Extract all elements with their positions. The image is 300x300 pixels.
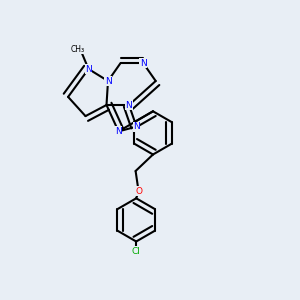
Text: N: N [140,58,146,68]
Text: N: N [133,122,140,131]
Text: N: N [85,64,92,74]
Text: N: N [126,100,132,109]
Text: N: N [105,76,111,85]
Text: N: N [115,127,122,136]
Text: Cl: Cl [132,247,141,256]
Text: O: O [135,187,142,196]
Text: CH₃: CH₃ [71,45,85,54]
